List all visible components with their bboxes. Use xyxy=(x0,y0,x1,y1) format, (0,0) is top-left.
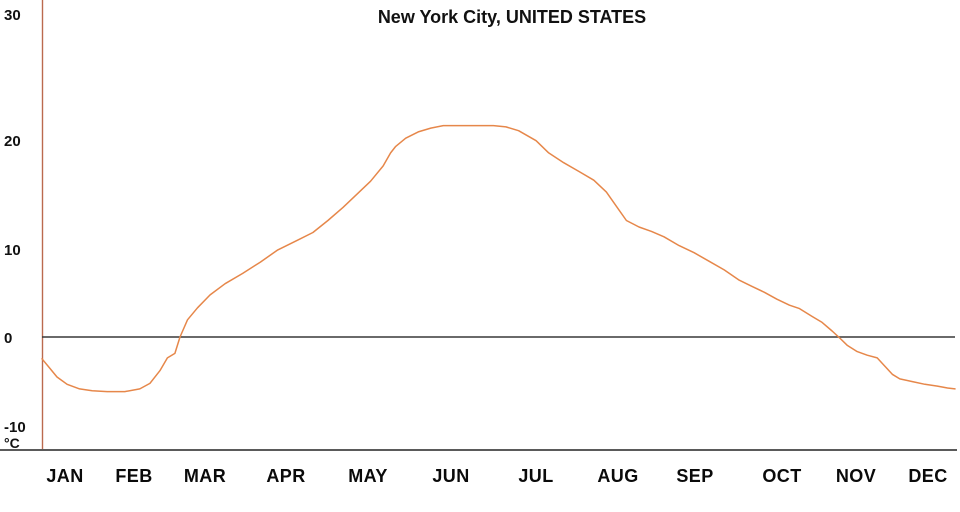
y-tick-0: 0 xyxy=(4,330,13,347)
y-axis-unit-label: °C xyxy=(4,435,20,451)
month-label-jan: JAN xyxy=(46,466,84,486)
month-label-oct: OCT xyxy=(762,466,802,486)
month-label-apr: APR xyxy=(266,466,306,486)
month-label-may: MAY xyxy=(348,466,388,486)
month-label-nov: NOV xyxy=(835,466,877,486)
month-label-jul: JUL xyxy=(518,466,554,486)
month-label-jun: JUN xyxy=(432,466,470,486)
month-label-dec: DEC xyxy=(908,466,948,486)
month-label-aug: AUG xyxy=(597,466,639,486)
y-tick-30: 30 xyxy=(4,7,21,24)
y-tick-20: 20 xyxy=(4,133,21,150)
temperature-curve xyxy=(41,124,956,393)
y-tick--10: -10 xyxy=(4,419,26,436)
month-label-mar: MAR xyxy=(183,466,227,486)
y-tick-10: 10 xyxy=(4,242,21,259)
chart-title: New York City, UNITED STATES xyxy=(377,7,647,27)
month-label-sep: SEP xyxy=(676,466,714,486)
month-label-feb: FEB xyxy=(115,466,153,486)
